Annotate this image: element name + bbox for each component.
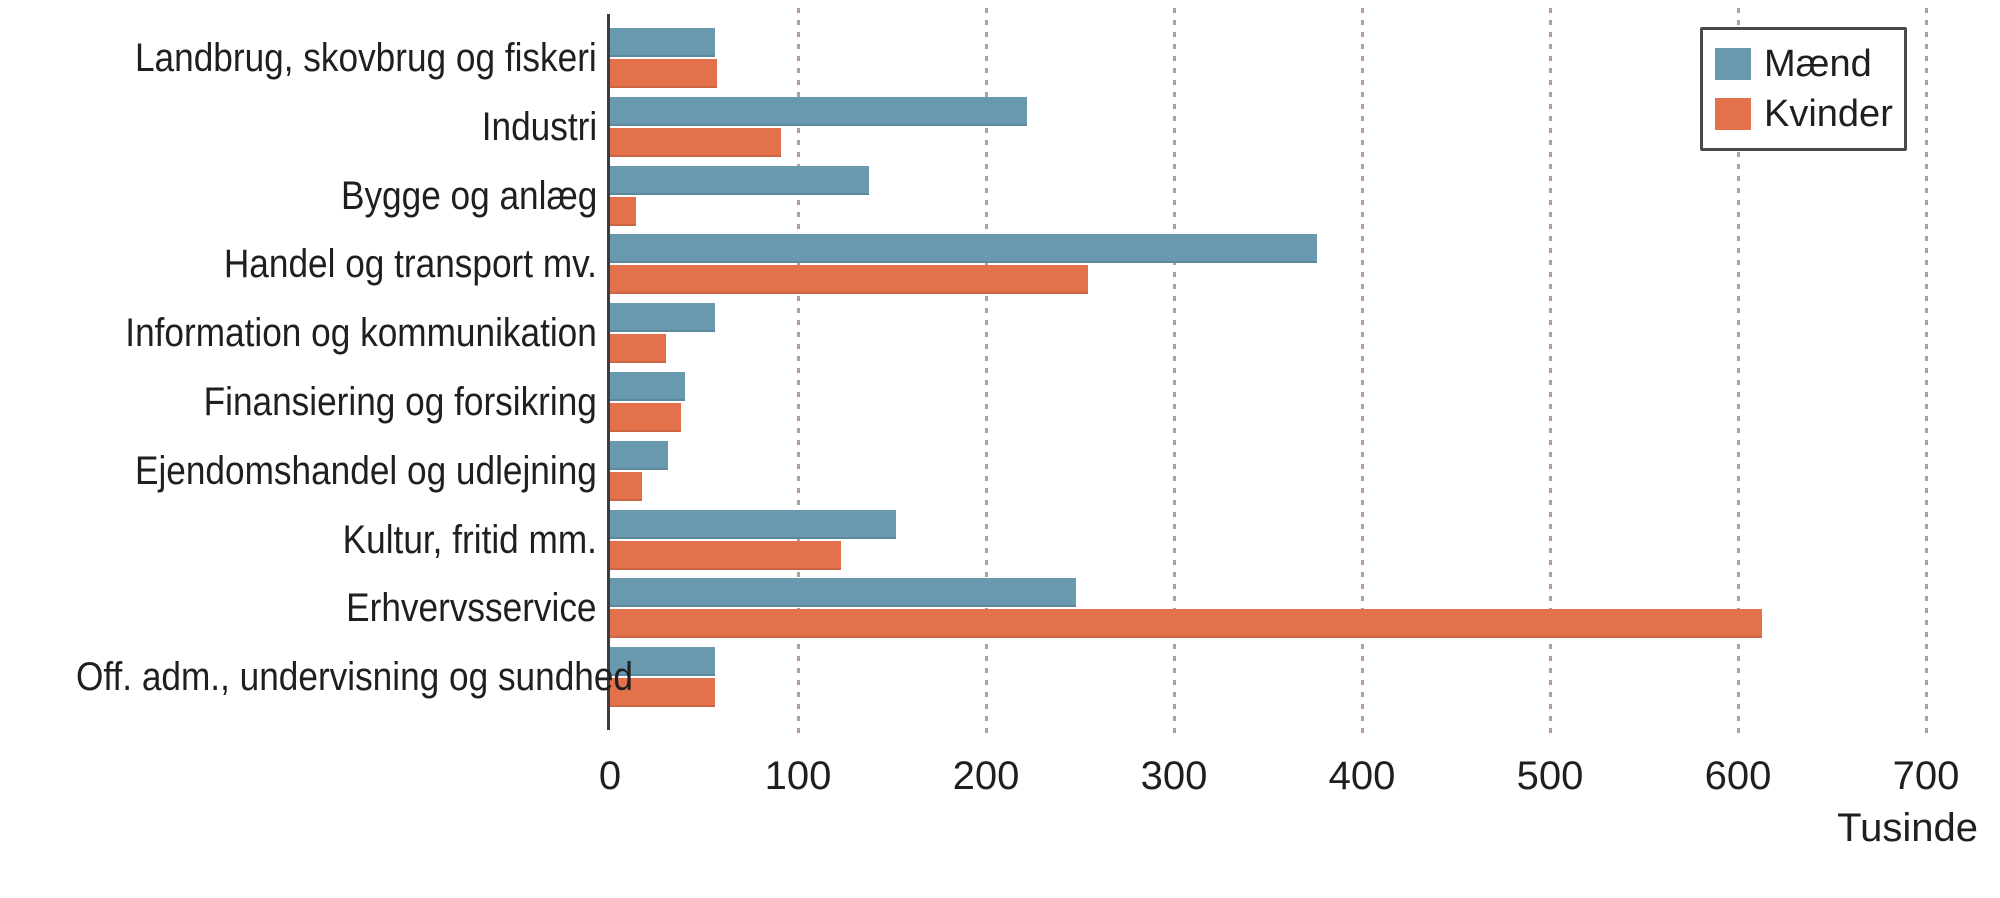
gridline-600 (1736, 8, 1740, 735)
category-label-row-8: Erhvervsservice (0, 584, 597, 632)
category-label-row-3: Handel og transport mv. (0, 240, 597, 288)
category-label-row-9: Off. adm., undervisning og sundhed (0, 653, 633, 701)
bar-maend-row-2 (610, 165, 869, 195)
x-tick-label-100: 100 (764, 754, 832, 798)
x-tick-label-600: 600 (1704, 754, 1772, 798)
bar-maend-row-0 (610, 28, 715, 57)
bar-kvinder-row-0 (610, 59, 717, 88)
gridline-100 (796, 8, 800, 735)
gridline-400 (1360, 8, 1364, 735)
category-label-text: Bygge og anlæg (340, 173, 597, 218)
bar-maend-row-5 (610, 372, 685, 401)
category-label-row-0: Landbrug, skovbrug og fiskeri (0, 34, 597, 82)
x-tick-label-0: 0 (598, 754, 622, 798)
y-axis-line (607, 14, 610, 730)
x-tick-label-700: 700 (1892, 754, 1960, 798)
category-label-text: Finansiering og forsikring (203, 380, 597, 424)
x-tick-label-200: 200 (952, 754, 1020, 798)
legend-label-maend: Mænd (1764, 43, 1872, 85)
x-tick-label-400: 400 (1328, 754, 1396, 798)
category-label-row-4: Information og kommunikation (0, 309, 597, 357)
bar-kvinder-row-9 (610, 678, 715, 708)
bar-kvinder-row-4 (610, 334, 666, 364)
bar-maend-row-4 (610, 303, 715, 333)
category-label-text: Handel og transport mv. (223, 242, 597, 287)
gridline-700 (1924, 8, 1928, 735)
category-label-row-2: Bygge og anlæg (0, 172, 597, 220)
gridline-300 (1172, 8, 1176, 735)
bar-kvinder-row-7 (610, 540, 841, 570)
gridline-500 (1548, 8, 1552, 735)
bar-maend-row-6 (610, 440, 668, 470)
bar-maend-row-7 (610, 509, 896, 539)
category-label-text: Information og kommunikation (125, 311, 597, 356)
legend-box: Mænd Kvinder (1700, 27, 1907, 151)
bar-kvinder-row-1 (610, 127, 781, 157)
category-label-row-1: Industri (0, 103, 597, 151)
gridline-200 (984, 8, 988, 735)
x-tick-label-500: 500 (1516, 754, 1584, 798)
category-label-row-6: Ejendomshandel og udlejning (0, 447, 597, 495)
legend-item-kvinder: Kvinder (1715, 93, 1893, 135)
bar-kvinder-row-8 (610, 609, 1762, 639)
bar-maend-row-1 (610, 96, 1027, 126)
x-axis-unit-label: Tusinde (1837, 806, 1978, 850)
category-label-text: Off. adm., undervisning og sundhed (75, 655, 634, 700)
category-label-text: Industri (481, 104, 597, 149)
legend-swatch-maend (1715, 48, 1751, 80)
category-label-text: Landbrug, skovbrug og fiskeri (135, 36, 597, 80)
bar-maend-row-8 (610, 578, 1076, 608)
x-tick-label-300: 300 (1140, 754, 1208, 798)
bar-kvinder-row-5 (610, 403, 681, 432)
category-label-text: Ejendomshandel og udlejning (135, 448, 597, 493)
bar-kvinder-row-6 (610, 471, 642, 501)
category-label-row-7: Kultur, fritid mm. (0, 516, 597, 564)
bar-maend-row-3 (610, 234, 1317, 264)
bar-kvinder-row-2 (610, 196, 636, 226)
bar-kvinder-row-3 (610, 265, 1088, 295)
bar-maend-row-9 (610, 647, 715, 677)
legend-item-maend: Mænd (1715, 44, 1892, 84)
category-label-text: Kultur, fritid mm. (342, 517, 597, 562)
category-label-text: Erhvervsservice (346, 586, 597, 631)
category-label-row-5: Finansiering og forsikring (0, 378, 597, 426)
legend-swatch-kvinder (1715, 98, 1751, 130)
legend-label-kvinder: Kvinder (1764, 93, 1893, 135)
